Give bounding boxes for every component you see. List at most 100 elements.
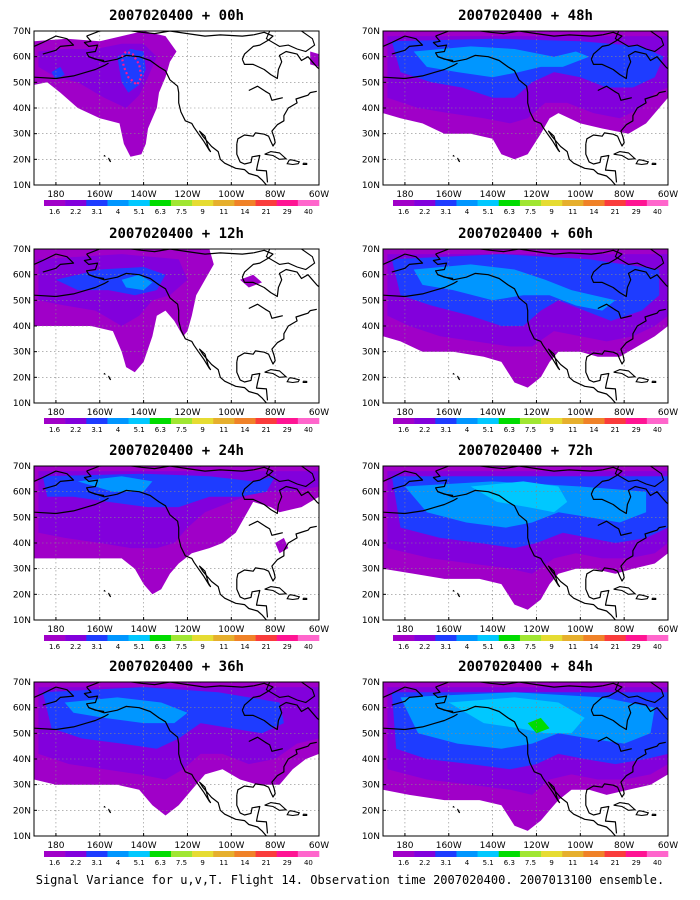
coastline <box>590 268 668 298</box>
colorbar-swatch <box>192 851 214 857</box>
lon-tick-label: 120W <box>174 190 200 200</box>
coastline <box>585 741 666 798</box>
map-field <box>34 682 319 836</box>
coastline <box>236 578 269 618</box>
colorbar-swatch <box>625 635 648 641</box>
coastline-island <box>286 810 301 817</box>
colorbar-label: 14 <box>590 208 599 216</box>
colorbar: 1.6 2.2 3.1 4 5.1 6.3 7.5 9 11 14 21 29 40 <box>393 418 669 434</box>
coastline-island <box>302 597 308 601</box>
colorbar-label: 11 <box>568 859 577 867</box>
lat-tick-label: 60N <box>362 488 380 498</box>
coastline <box>383 280 458 298</box>
colorbar-swatch <box>456 200 478 206</box>
colorbar-label: 1.6 <box>49 208 61 216</box>
lat-tick-label: 50N <box>13 729 31 739</box>
colorbar-label: 21 <box>611 426 620 434</box>
lon-tick-label: 120W <box>174 625 200 635</box>
colorbar-label: 3.1 <box>91 643 102 651</box>
coastline-island <box>264 369 288 378</box>
lat-tick-label: 40N <box>13 755 31 765</box>
colorbar-label: 11 <box>219 426 228 434</box>
colorbar-swatch <box>149 851 172 857</box>
coastline <box>34 470 75 490</box>
colorbar-swatch <box>234 418 256 424</box>
panel-title: 2007020400 + 00h <box>109 8 244 24</box>
coastline-island <box>635 377 650 384</box>
coastline-island <box>651 813 657 817</box>
lon-tick-label: 160W <box>436 408 462 418</box>
coastline-island <box>614 31 665 53</box>
variance-shade-cyan <box>470 481 568 513</box>
colorbar-swatch <box>44 418 66 424</box>
colorbar-label: 11 <box>219 643 228 651</box>
coastline <box>236 361 269 401</box>
lat-tick-label: 40N <box>13 104 31 114</box>
coastline <box>590 682 623 711</box>
coastline <box>585 361 618 401</box>
colorbar-label: 21 <box>262 208 271 216</box>
coastline-island <box>264 586 288 595</box>
colorbar-swatch <box>276 851 299 857</box>
coastline <box>236 794 269 834</box>
lat-tick-label: 20N <box>362 155 380 165</box>
panel-title: 2007020400 + 72h <box>458 443 593 459</box>
colorbar-swatch <box>477 635 500 641</box>
lat-tick-label: 70N <box>362 27 380 37</box>
lon-tick-label: 140W <box>480 841 506 851</box>
lat-tick-label: 20N <box>13 806 31 816</box>
lat-tick-label: 50N <box>362 296 380 306</box>
coastline-island <box>452 805 455 808</box>
lon-tick-label: 80W <box>265 841 285 851</box>
lon-tick-label: 80W <box>265 625 285 635</box>
map-panel-2: 2007020400 + 12h 70N 60N 50N 40N 30N 20N 10N 180… <box>13 226 329 434</box>
coastline <box>241 466 274 495</box>
variance-shade-green <box>527 717 550 734</box>
coastline <box>241 249 274 278</box>
colorbar-swatch <box>170 635 193 641</box>
coastline-island <box>452 372 455 375</box>
lon-tick-label: 160W <box>87 408 113 418</box>
colorbar-label: 6.3 <box>155 208 166 216</box>
colorbar-label: 14 <box>241 426 250 434</box>
colorbar-label: 40 <box>304 643 313 651</box>
lon-tick-label: 100W <box>567 190 593 200</box>
colorbar-swatch <box>625 851 648 857</box>
colorbar-swatch <box>435 418 457 424</box>
map-panel-0: 2007020400 + 00h 70N 60N 50N 40N 30N 20N 10N 180… <box>13 8 329 216</box>
colorbar-swatch <box>604 851 626 857</box>
lon-tick-label: 180 <box>396 408 413 418</box>
colorbar-label: 29 <box>632 859 641 867</box>
colorbar-label: 5.1 <box>483 208 494 216</box>
colorbar: 1.6 2.2 3.1 4 5.1 6.3 7.5 9 11 14 21 29 40 <box>44 851 320 867</box>
colorbar-label: 3.1 <box>440 643 451 651</box>
colorbar-swatch <box>456 851 478 857</box>
colorbar-swatch <box>541 635 563 641</box>
colorbar-label: 29 <box>283 643 292 651</box>
coastline-island <box>613 802 637 811</box>
lon-tick-label: 60W <box>658 408 678 418</box>
colorbar-swatch <box>192 200 214 206</box>
colorbar-swatch <box>255 635 277 641</box>
colorbar-label: 6.3 <box>155 859 166 867</box>
colorbar-swatch <box>583 635 605 641</box>
lat-tick-label: 50N <box>13 513 31 523</box>
coastline-island <box>103 372 106 375</box>
colorbar-swatch <box>192 635 214 641</box>
colorbar: 1.6 2.2 3.1 4 5.1 6.3 7.5 9 11 14 21 29 40 <box>44 418 320 434</box>
lat-tick-label: 30N <box>362 130 380 140</box>
colorbar-label: 14 <box>590 859 599 867</box>
lon-tick-label: 180 <box>47 841 64 851</box>
colorbar-label: 7.5 <box>176 426 187 434</box>
colorbar-label: 3.1 <box>91 859 102 867</box>
colorbar-label: 14 <box>241 208 250 216</box>
colorbar-swatch <box>276 200 299 206</box>
lon-tick-label: 160W <box>87 841 113 851</box>
colorbar-label: 9 <box>200 859 204 867</box>
lon-tick-label: 120W <box>523 841 549 851</box>
coastline <box>585 143 618 183</box>
variance-shade-sky <box>121 274 153 291</box>
colorbar-label: 4 <box>465 426 470 434</box>
coastline <box>597 520 632 536</box>
coastline-island <box>302 380 308 384</box>
